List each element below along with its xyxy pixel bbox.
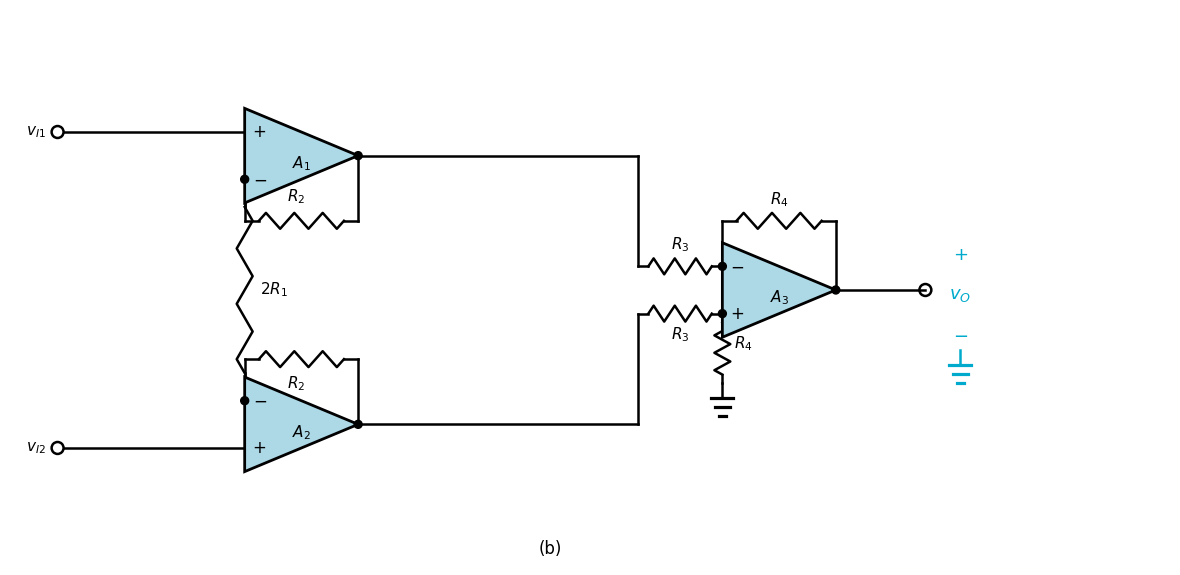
- Circle shape: [719, 262, 727, 270]
- Text: $R_2$: $R_2$: [287, 187, 306, 206]
- Text: $-$: $-$: [253, 392, 267, 410]
- Circle shape: [354, 152, 362, 160]
- Text: +: +: [730, 305, 745, 323]
- Polygon shape: [244, 377, 358, 471]
- Text: $v_{I2}$: $v_{I2}$: [26, 440, 46, 456]
- Circle shape: [241, 175, 249, 183]
- Circle shape: [241, 397, 249, 405]
- Text: $R_4$: $R_4$: [769, 190, 788, 209]
- Text: +: +: [253, 123, 267, 141]
- Text: $A_2$: $A_2$: [291, 423, 310, 442]
- Text: +: +: [952, 246, 968, 264]
- Text: $R_3$: $R_3$: [670, 236, 689, 254]
- Text: $R_4$: $R_4$: [734, 334, 753, 353]
- Text: $R_3$: $R_3$: [670, 325, 689, 344]
- Text: $R_2$: $R_2$: [287, 374, 306, 393]
- Text: $-$: $-$: [952, 326, 968, 344]
- Text: +: +: [253, 439, 267, 457]
- Text: $-$: $-$: [730, 258, 745, 275]
- Text: $2R_1$: $2R_1$: [260, 281, 288, 300]
- Text: $v_{I1}$: $v_{I1}$: [26, 124, 46, 140]
- Text: $-$: $-$: [253, 170, 267, 188]
- Text: (b): (b): [538, 540, 562, 558]
- Polygon shape: [244, 108, 358, 203]
- Text: $A_3$: $A_3$: [769, 289, 788, 307]
- Circle shape: [354, 420, 362, 428]
- Circle shape: [832, 286, 840, 294]
- Text: $v_O$: $v_O$: [949, 286, 971, 304]
- Text: $A_1$: $A_1$: [291, 154, 310, 173]
- Polygon shape: [722, 243, 835, 338]
- Circle shape: [719, 310, 727, 317]
